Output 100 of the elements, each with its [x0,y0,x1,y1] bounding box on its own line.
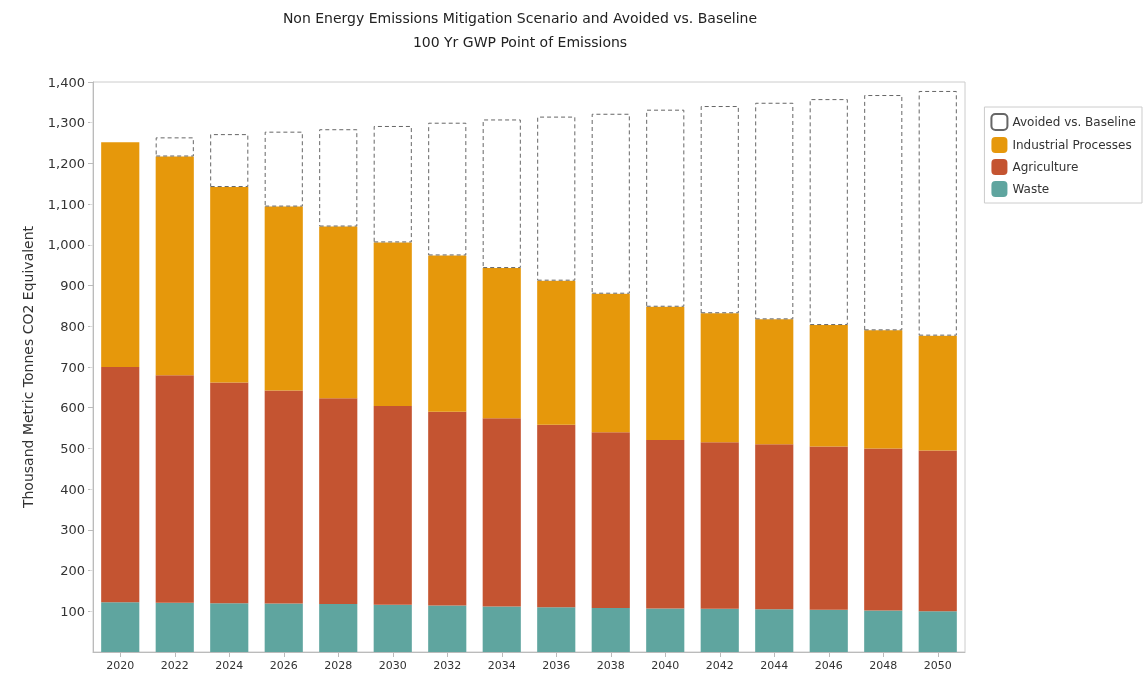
bar [482,606,521,652]
bar [482,119,521,269]
bar [373,125,412,243]
bar [319,398,358,604]
bar [537,116,576,281]
bar [646,109,685,307]
bar [591,608,630,652]
y-tick-label: 700 [60,359,85,375]
y-axis-title: Thousand Metric Tonnes CO2 Equivalent [20,225,36,510]
bar [101,142,140,367]
bar [646,439,685,609]
bar [428,411,467,606]
bar [373,406,412,605]
bar [864,610,903,652]
bar [210,134,249,188]
bar [319,226,358,399]
y-tick-label: 800 [60,318,85,334]
bar [155,602,194,652]
y-tick-label: 1,400 [47,74,85,90]
chart-subtitle: 100 Yr GWP Point of Emissions [412,34,628,50]
y-tick-label: 400 [60,481,85,497]
x-tick-label: 2048 [869,659,898,672]
bar [809,609,848,652]
y-tick-label: 1,000 [47,237,85,253]
bar [755,444,794,610]
bar [319,129,358,227]
legend-label: Avoided vs. Baseline [1012,115,1136,129]
y-tick-label: 300 [60,522,85,538]
x-tick-label: 2026 [269,659,298,672]
bar [482,268,521,419]
x-tick-label: 2046 [814,659,843,672]
bar [809,446,848,610]
bar [700,106,739,314]
bar [373,242,412,407]
bar [319,603,358,652]
y-tick-label: 900 [60,278,85,294]
bar [264,603,303,652]
bar [428,122,467,256]
y-tick-label: 500 [60,440,85,456]
legend-label: Industrial Processes [1012,138,1132,152]
bar [700,313,739,443]
x-tick-label: 2034 [487,659,516,672]
x-tick-label: 2042 [705,659,734,672]
x-tick-label: 2028 [324,659,353,672]
bar [646,306,685,440]
bar [428,255,467,412]
chart-title: Non Energy Emissions Mitigation Scenario and Avoided vs. Baseline [282,10,758,26]
bar [155,137,194,157]
bar [918,450,957,612]
bar [537,424,576,608]
x-tick-label: 2050 [923,659,952,672]
x-tick-label: 2020 [106,659,135,672]
bar [864,448,903,611]
y-tick-label: 1,300 [47,115,85,131]
x-tick-label: 2030 [378,659,407,672]
x-tick-label: 2022 [160,659,189,672]
bar [591,113,630,294]
bar [428,605,467,652]
x-tick-label: 2040 [651,659,680,672]
bar [700,608,739,652]
bar [591,293,630,433]
bar [918,611,957,652]
y-tick-label: 1,200 [47,155,85,171]
y-tick-label: 100 [60,603,85,619]
x-tick-label: 2036 [542,659,571,672]
bar [210,382,249,604]
x-tick-label: 2032 [433,659,462,672]
bar [101,367,140,603]
bar [155,375,194,603]
bar [864,95,903,331]
bar [646,608,685,652]
bar [755,319,794,445]
bar [101,602,140,652]
bar [210,603,249,652]
legend-label: Agriculture [1012,160,1079,174]
bar [755,102,794,320]
bar [155,156,194,376]
bar [864,330,903,449]
x-tick-label: 2038 [596,659,625,672]
bar [264,206,303,391]
bar [537,607,576,652]
bar [918,335,957,451]
bar [755,609,794,652]
x-tick-label: 2044 [760,659,789,672]
bar [700,442,739,609]
legend-label: Waste [1012,182,1050,196]
y-tick-label: 600 [60,400,85,416]
bar [537,280,576,425]
y-tick-label: 200 [60,563,85,579]
bar [809,325,848,447]
bar [918,90,957,336]
bar [482,418,521,607]
bar [591,432,630,609]
bar [264,390,303,604]
x-tick-label: 2024 [215,659,244,672]
bar [264,131,303,207]
y-tick-label: 1,100 [47,196,85,212]
bar [373,604,412,652]
bar [210,187,249,383]
bar [809,99,848,326]
